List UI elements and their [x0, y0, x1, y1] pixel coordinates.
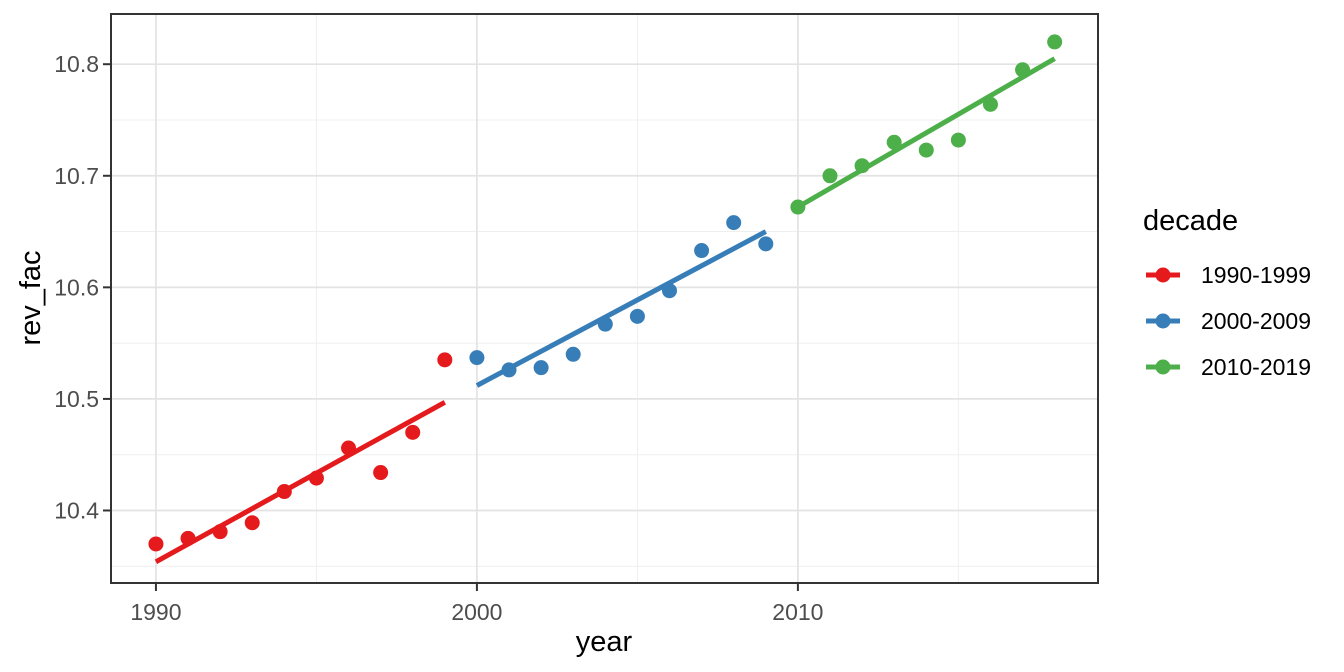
- data-point: [629, 308, 645, 324]
- data-point: [276, 484, 292, 500]
- data-point: [373, 465, 389, 481]
- series-1990-1999: [148, 352, 453, 564]
- data-point: [148, 536, 164, 552]
- y-tick-label: 10.7: [54, 163, 99, 189]
- series-2000-2009: [469, 215, 774, 388]
- data-point: [469, 350, 485, 366]
- data-point: [212, 524, 228, 540]
- series-layer: [148, 34, 1063, 564]
- legend-entry: 2010-2019: [1143, 353, 1311, 381]
- legend-key: [1146, 313, 1180, 329]
- y-tick-labels: 10.4 10.5 10.6 10.7 10.8: [54, 51, 99, 523]
- data-point: [822, 168, 838, 184]
- data-point: [341, 440, 357, 456]
- data-point: [1015, 62, 1031, 78]
- data-point: [597, 316, 613, 332]
- trend-line: [796, 56, 1056, 210]
- legend-title: decade: [1143, 205, 1239, 237]
- legend-key: [1146, 267, 1180, 283]
- x-tick-label: 2010: [772, 599, 823, 625]
- panel-border: [110, 13, 1099, 584]
- legend-entry: 1990-1999: [1143, 261, 1311, 289]
- data-point: [661, 283, 677, 299]
- y-tick-label: 10.4: [54, 497, 99, 523]
- y-tick-label: 10.5: [54, 386, 99, 412]
- gridlines-minor: [111, 14, 1098, 583]
- legend-label: 2000-2009: [1201, 307, 1311, 334]
- data-point: [790, 199, 806, 215]
- legend-key: [1146, 359, 1180, 375]
- x-axis-title: year: [576, 626, 633, 658]
- trend-line: [475, 229, 767, 388]
- y-tick-label: 10.8: [54, 51, 99, 77]
- series-2010-2019: [790, 34, 1063, 215]
- legend-label: 2010-2019: [1201, 353, 1311, 380]
- x-tick-label: 1990: [130, 599, 181, 625]
- data-point: [726, 215, 742, 231]
- x-tick-label: 2000: [451, 599, 502, 625]
- data-point: [694, 243, 710, 259]
- data-point: [758, 236, 774, 252]
- legend-key-dot: [1155, 267, 1171, 283]
- y-axis-title: rev_fac: [15, 250, 47, 345]
- data-point: [565, 346, 581, 362]
- data-point: [854, 158, 870, 174]
- data-point: [886, 134, 902, 150]
- data-point: [308, 470, 324, 486]
- axis-ticks: [103, 63, 799, 591]
- data-point: [501, 362, 517, 378]
- data-point: [982, 96, 998, 112]
- data-point: [950, 132, 966, 148]
- legend-key-dot: [1155, 359, 1171, 375]
- x-tick-labels: 1990 2000 2010: [130, 599, 823, 625]
- data-point: [180, 530, 196, 546]
- legend: decade 1990-1999 2000-2009 2010-2019: [1143, 204, 1311, 399]
- data-point: [405, 424, 421, 440]
- y-tick-label: 10.6: [54, 274, 99, 300]
- data-point: [533, 360, 549, 376]
- data-point: [1047, 34, 1063, 50]
- data-point: [437, 352, 453, 368]
- trend-line: [154, 400, 447, 564]
- data-point: [244, 515, 260, 531]
- gridlines-major: [111, 14, 1098, 583]
- legend-label: 1990-1999: [1201, 261, 1311, 288]
- legend-key-dot: [1155, 313, 1171, 329]
- legend-entry: 2000-2009: [1143, 307, 1311, 335]
- data-point: [918, 142, 934, 158]
